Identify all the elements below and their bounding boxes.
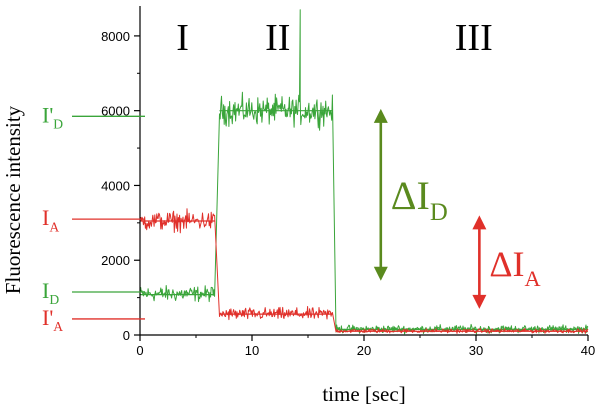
delta-arrow-head-down — [373, 266, 388, 281]
x-tick-label: 30 — [469, 343, 483, 358]
x-tick-label: 20 — [357, 343, 371, 358]
x-tick-label: 40 — [581, 343, 595, 358]
series-0-trace — [139, 9, 589, 335]
x-tick-label: 10 — [245, 343, 259, 358]
y-tick-label: 8000 — [101, 29, 130, 44]
delta-label: ΔIA — [489, 244, 540, 291]
x-axis-title: time [sec] — [322, 382, 405, 406]
y-axis-title: Fluorescence intensity — [1, 105, 25, 294]
level-marker-label: ID — [42, 278, 59, 307]
axes: 0 10 20 30 40 0 2000 4000 6000 8000 — [101, 6, 595, 358]
delta-label: ΔID — [391, 173, 448, 226]
level-marker-label: I'A — [42, 305, 63, 334]
y-tick-label: 2000 — [101, 253, 130, 268]
delta-arrow-head-up — [472, 215, 487, 230]
level-marker-label: I'D — [42, 102, 63, 131]
level-marker-label: IA — [42, 205, 59, 234]
y-tick-label: 6000 — [101, 104, 130, 119]
y-tick-label: 0 — [123, 328, 130, 343]
x-tick-label: 0 — [136, 343, 143, 358]
delta-arrow-head-down — [472, 294, 487, 309]
y-tick-label: 4000 — [101, 178, 130, 193]
series-1-fit — [140, 220, 588, 332]
delta-arrow-head-up — [373, 108, 388, 123]
plot-area — [139, 9, 589, 335]
phase-label: II — [265, 17, 290, 59]
phase-label: III — [455, 17, 493, 59]
phase-label: I — [176, 17, 189, 59]
